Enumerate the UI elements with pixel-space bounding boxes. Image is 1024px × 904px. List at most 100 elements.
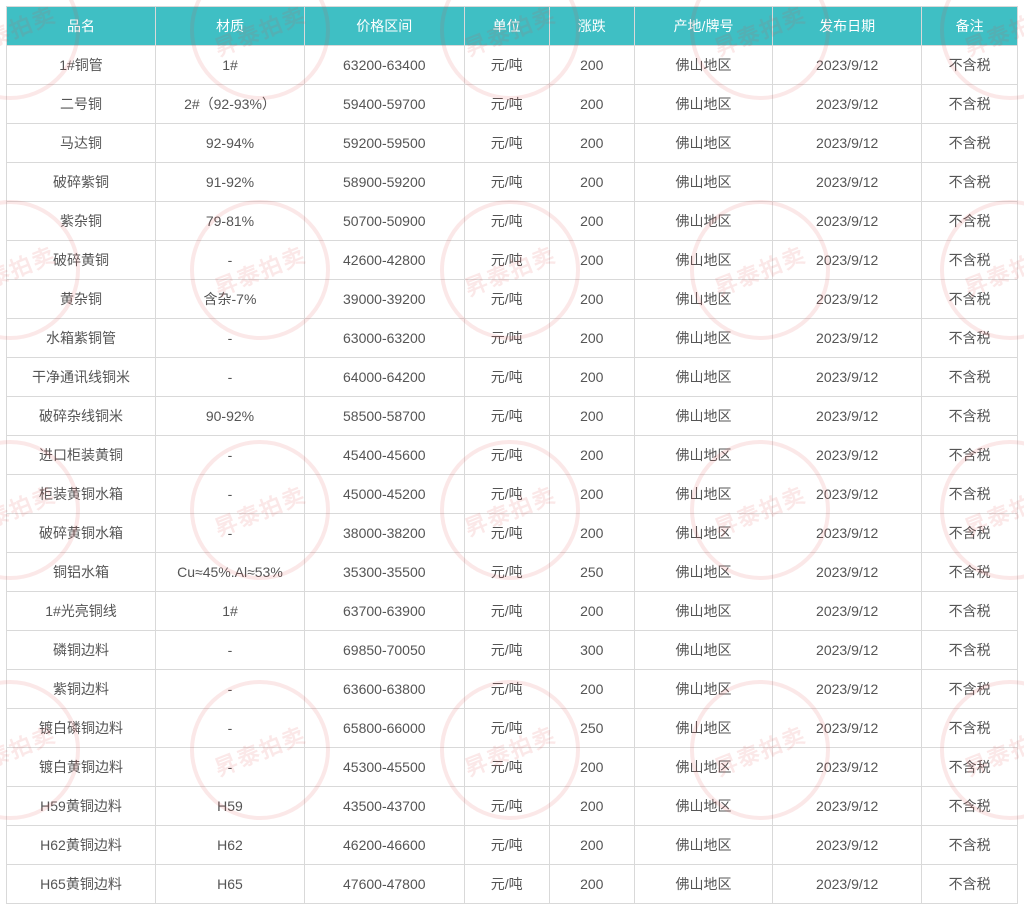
cell-date: 2023/9/12 (773, 202, 922, 241)
col-header-note: 备注 (922, 7, 1018, 46)
cell-unit: 元/吨 (464, 85, 549, 124)
cell-origin: 佛山地区 (634, 553, 772, 592)
table-row: 干净通讯线铜米-64000-64200元/吨200佛山地区2023/9/12不含… (7, 358, 1018, 397)
cell-price: 45300-45500 (304, 748, 464, 787)
table-row: 马达铜92-94%59200-59500元/吨200佛山地区2023/9/12不… (7, 124, 1018, 163)
cell-change: 200 (549, 865, 634, 904)
cell-change: 200 (549, 319, 634, 358)
cell-name: 紫铜边料 (7, 670, 156, 709)
cell-price: 63000-63200 (304, 319, 464, 358)
cell-price: 58900-59200 (304, 163, 464, 202)
cell-unit: 元/吨 (464, 709, 549, 748)
table-header-row: 品名 材质 价格区间 单位 涨跌 产地/牌号 发布日期 备注 (7, 7, 1018, 46)
cell-note: 不含税 (922, 865, 1018, 904)
cell-price: 65800-66000 (304, 709, 464, 748)
table-row: 镀白黄铜边料-45300-45500元/吨200佛山地区2023/9/12不含税 (7, 748, 1018, 787)
cell-note: 不含税 (922, 514, 1018, 553)
cell-date: 2023/9/12 (773, 553, 922, 592)
cell-mat: - (155, 748, 304, 787)
cell-origin: 佛山地区 (634, 592, 772, 631)
cell-origin: 佛山地区 (634, 475, 772, 514)
cell-price: 58500-58700 (304, 397, 464, 436)
cell-name: 马达铜 (7, 124, 156, 163)
cell-mat: - (155, 475, 304, 514)
cell-mat: - (155, 670, 304, 709)
cell-change: 200 (549, 748, 634, 787)
cell-price: 64000-64200 (304, 358, 464, 397)
cell-note: 不含税 (922, 241, 1018, 280)
cell-note: 不含税 (922, 631, 1018, 670)
cell-name: 破碎黄铜 (7, 241, 156, 280)
cell-unit: 元/吨 (464, 826, 549, 865)
cell-name: 进口柜装黄铜 (7, 436, 156, 475)
cell-mat: 92-94% (155, 124, 304, 163)
col-header-change: 涨跌 (549, 7, 634, 46)
table-row: 黄杂铜含杂-7%39000-39200元/吨200佛山地区2023/9/12不含… (7, 280, 1018, 319)
cell-date: 2023/9/12 (773, 124, 922, 163)
cell-date: 2023/9/12 (773, 865, 922, 904)
cell-origin: 佛山地区 (634, 319, 772, 358)
cell-note: 不含税 (922, 319, 1018, 358)
cell-unit: 元/吨 (464, 319, 549, 358)
cell-name: 破碎黄铜水箱 (7, 514, 156, 553)
table-row: 1#光亮铜线1#63700-63900元/吨200佛山地区2023/9/12不含… (7, 592, 1018, 631)
cell-date: 2023/9/12 (773, 787, 922, 826)
cell-origin: 佛山地区 (634, 631, 772, 670)
cell-name: H59黄铜边料 (7, 787, 156, 826)
cell-mat: 79-81% (155, 202, 304, 241)
cell-note: 不含税 (922, 124, 1018, 163)
cell-price: 43500-43700 (304, 787, 464, 826)
cell-unit: 元/吨 (464, 787, 549, 826)
table-row: H62黄铜边料H6246200-46600元/吨200佛山地区2023/9/12… (7, 826, 1018, 865)
cell-name: 柜装黄铜水箱 (7, 475, 156, 514)
cell-note: 不含税 (922, 85, 1018, 124)
col-header-unit: 单位 (464, 7, 549, 46)
cell-date: 2023/9/12 (773, 436, 922, 475)
cell-mat: 2#（92-93%） (155, 85, 304, 124)
cell-unit: 元/吨 (464, 436, 549, 475)
cell-date: 2023/9/12 (773, 514, 922, 553)
cell-mat: - (155, 709, 304, 748)
col-header-date: 发布日期 (773, 7, 922, 46)
cell-date: 2023/9/12 (773, 748, 922, 787)
cell-note: 不含税 (922, 592, 1018, 631)
cell-price: 59200-59500 (304, 124, 464, 163)
cell-date: 2023/9/12 (773, 319, 922, 358)
cell-price: 50700-50900 (304, 202, 464, 241)
table-row: 1#铜管1#63200-63400元/吨200佛山地区2023/9/12不含税 (7, 46, 1018, 85)
cell-change: 200 (549, 436, 634, 475)
cell-unit: 元/吨 (464, 241, 549, 280)
cell-note: 不含税 (922, 475, 1018, 514)
col-header-origin: 产地/牌号 (634, 7, 772, 46)
cell-note: 不含税 (922, 709, 1018, 748)
cell-origin: 佛山地区 (634, 397, 772, 436)
table-row: 柜装黄铜水箱-45000-45200元/吨200佛山地区2023/9/12不含税 (7, 475, 1018, 514)
table-body: 1#铜管1#63200-63400元/吨200佛山地区2023/9/12不含税二… (7, 46, 1018, 904)
cell-note: 不含税 (922, 826, 1018, 865)
price-table: 品名 材质 价格区间 单位 涨跌 产地/牌号 发布日期 备注 1#铜管1#632… (6, 6, 1018, 904)
cell-change: 200 (549, 85, 634, 124)
cell-name: 黄杂铜 (7, 280, 156, 319)
col-header-name: 品名 (7, 7, 156, 46)
cell-date: 2023/9/12 (773, 358, 922, 397)
cell-change: 200 (549, 124, 634, 163)
cell-unit: 元/吨 (464, 202, 549, 241)
cell-unit: 元/吨 (464, 397, 549, 436)
cell-date: 2023/9/12 (773, 475, 922, 514)
cell-mat: 1# (155, 592, 304, 631)
cell-unit: 元/吨 (464, 280, 549, 319)
table-row: 铜铝水箱Cu≈45%.Al≈53%35300-35500元/吨250佛山地区20… (7, 553, 1018, 592)
table-row: 镀白磷铜边料-65800-66000元/吨250佛山地区2023/9/12不含税 (7, 709, 1018, 748)
cell-note: 不含税 (922, 280, 1018, 319)
cell-origin: 佛山地区 (634, 202, 772, 241)
cell-name: 干净通讯线铜米 (7, 358, 156, 397)
cell-origin: 佛山地区 (634, 514, 772, 553)
cell-origin: 佛山地区 (634, 358, 772, 397)
cell-origin: 佛山地区 (634, 241, 772, 280)
cell-unit: 元/吨 (464, 163, 549, 202)
cell-note: 不含税 (922, 436, 1018, 475)
table-row: H65黄铜边料H6547600-47800元/吨200佛山地区2023/9/12… (7, 865, 1018, 904)
cell-name: 破碎杂线铜米 (7, 397, 156, 436)
cell-origin: 佛山地区 (634, 787, 772, 826)
cell-price: 45400-45600 (304, 436, 464, 475)
